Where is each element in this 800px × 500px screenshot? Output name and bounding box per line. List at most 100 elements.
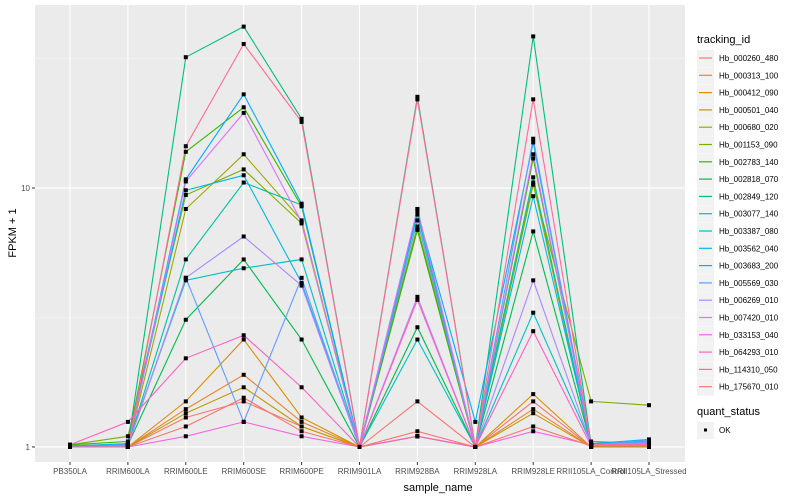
x-tick-label: RRIM928LA: [454, 467, 498, 476]
data-point: [241, 92, 246, 97]
data-point: [183, 278, 188, 283]
data-point: [183, 149, 188, 154]
legend-item: Hb_003683_200: [697, 257, 779, 275]
legend-label: Hb_000412_090: [719, 89, 779, 98]
data-point: [299, 257, 304, 262]
data-point: [531, 407, 536, 412]
legend-label: Hb_003387_080: [719, 227, 779, 236]
legend-item: Hb_002818_070: [697, 171, 779, 189]
data-point: [531, 411, 536, 416]
y-tick-label: 10: [21, 184, 30, 193]
x-axis-title: sample_name: [403, 482, 472, 494]
legend: tracking_id Hb_000260_480 Hb_000313_100 Hb…: [697, 34, 779, 439]
data-point: [183, 192, 188, 197]
legend-item: Hb_003562_040: [697, 240, 779, 258]
x-tick-label: RRIM928LE: [511, 467, 555, 476]
data-point: [183, 424, 188, 429]
data-point: [531, 152, 536, 157]
data-point: [241, 110, 246, 115]
data-point: [241, 333, 246, 338]
data-point: [299, 385, 304, 390]
legend-label: Hb_000313_100: [719, 71, 779, 80]
data-point: [241, 152, 246, 157]
legend-item: Hb_007420_010: [697, 309, 779, 327]
data-point: [531, 310, 536, 315]
data-point: [415, 218, 420, 223]
data-point: [415, 325, 420, 330]
data-point: [415, 297, 420, 302]
legend-label: Hb_114310_050: [719, 365, 778, 374]
data-point: [183, 179, 188, 184]
legend-item: Hb_064293_010: [697, 344, 779, 362]
x-tick-label: RRIM600LA: [106, 467, 150, 476]
data-point: [299, 419, 304, 424]
data-point: [68, 444, 72, 449]
legend-label: Hb_003562_040: [719, 244, 779, 253]
data-point: [299, 280, 304, 285]
data-point: [415, 399, 420, 404]
legend-item: Hb_001153_090: [697, 136, 778, 154]
data-point: [647, 438, 651, 443]
legend-label: Hb_000501_040: [719, 106, 779, 115]
legend-item: Hb_000501_040: [697, 101, 779, 119]
legend-label: Hb_006269_010: [719, 296, 779, 305]
legend-label: Hb_003077_140: [719, 210, 779, 219]
data-point: [299, 219, 304, 224]
x-tick-label: RRII105LA_Control: [556, 467, 626, 476]
data-point: [241, 257, 246, 262]
x-tick-label: RRIM600SE: [221, 467, 265, 476]
data-point: [299, 283, 304, 288]
legend-label: Hb_005569_030: [719, 279, 779, 288]
data-point: [125, 444, 130, 449]
data-point: [241, 105, 246, 110]
legend-label: Hb_000260_480: [719, 54, 779, 63]
data-point: [241, 399, 246, 404]
legend-label: Hb_002783_140: [719, 158, 779, 167]
data-point: [299, 119, 304, 124]
legend-item: Hb_002849_120: [697, 188, 779, 206]
legend-item: Hb_002783_140: [697, 153, 779, 171]
shape-legend-item: OK: [697, 422, 731, 439]
data-point: [299, 429, 304, 434]
legend-item: Hb_000260_480: [697, 50, 779, 67]
legend-item: Hb_033153_040: [697, 326, 779, 344]
data-point: [299, 201, 304, 206]
x-tick-label: RRIM600LE: [164, 467, 208, 476]
legend-item: Hb_000412_090: [697, 84, 779, 102]
legend-label: Hb_033153_040: [719, 331, 779, 340]
data-point: [183, 356, 188, 361]
legend-item: Hb_175670_010: [697, 378, 779, 396]
data-point: [531, 136, 536, 141]
data-point: [241, 337, 246, 342]
x-tick-label: RRII105LA_Stressed: [611, 467, 686, 476]
data-point: [299, 424, 304, 429]
data-point: [415, 429, 420, 434]
data-point: [473, 444, 478, 449]
data-point: [531, 229, 536, 234]
legend-label: Hb_000680_020: [719, 123, 779, 132]
data-point: [125, 419, 130, 424]
data-point: [241, 419, 246, 424]
data-point: [183, 275, 188, 280]
data-point: [415, 97, 420, 102]
data-point: [241, 41, 246, 46]
data-point: [183, 177, 188, 182]
legend-item: Hb_003077_140: [697, 205, 779, 223]
data-point: [183, 411, 188, 416]
data-point: [183, 407, 188, 412]
data-point: [183, 206, 188, 211]
data-point: [125, 439, 130, 444]
data-point: [241, 395, 246, 400]
data-point: [531, 392, 536, 397]
legend-item: Hb_003387_080: [697, 223, 779, 240]
data-point: [531, 329, 536, 334]
data-point: [183, 399, 188, 404]
data-point: [357, 444, 362, 449]
data-point: [415, 206, 420, 211]
data-point: [589, 439, 594, 444]
data-point: [647, 403, 651, 408]
legend-label: Hb_001153_090: [719, 141, 778, 150]
y-tick-label: 1: [26, 443, 31, 452]
data-point: [241, 385, 246, 390]
data-point: [531, 399, 536, 404]
